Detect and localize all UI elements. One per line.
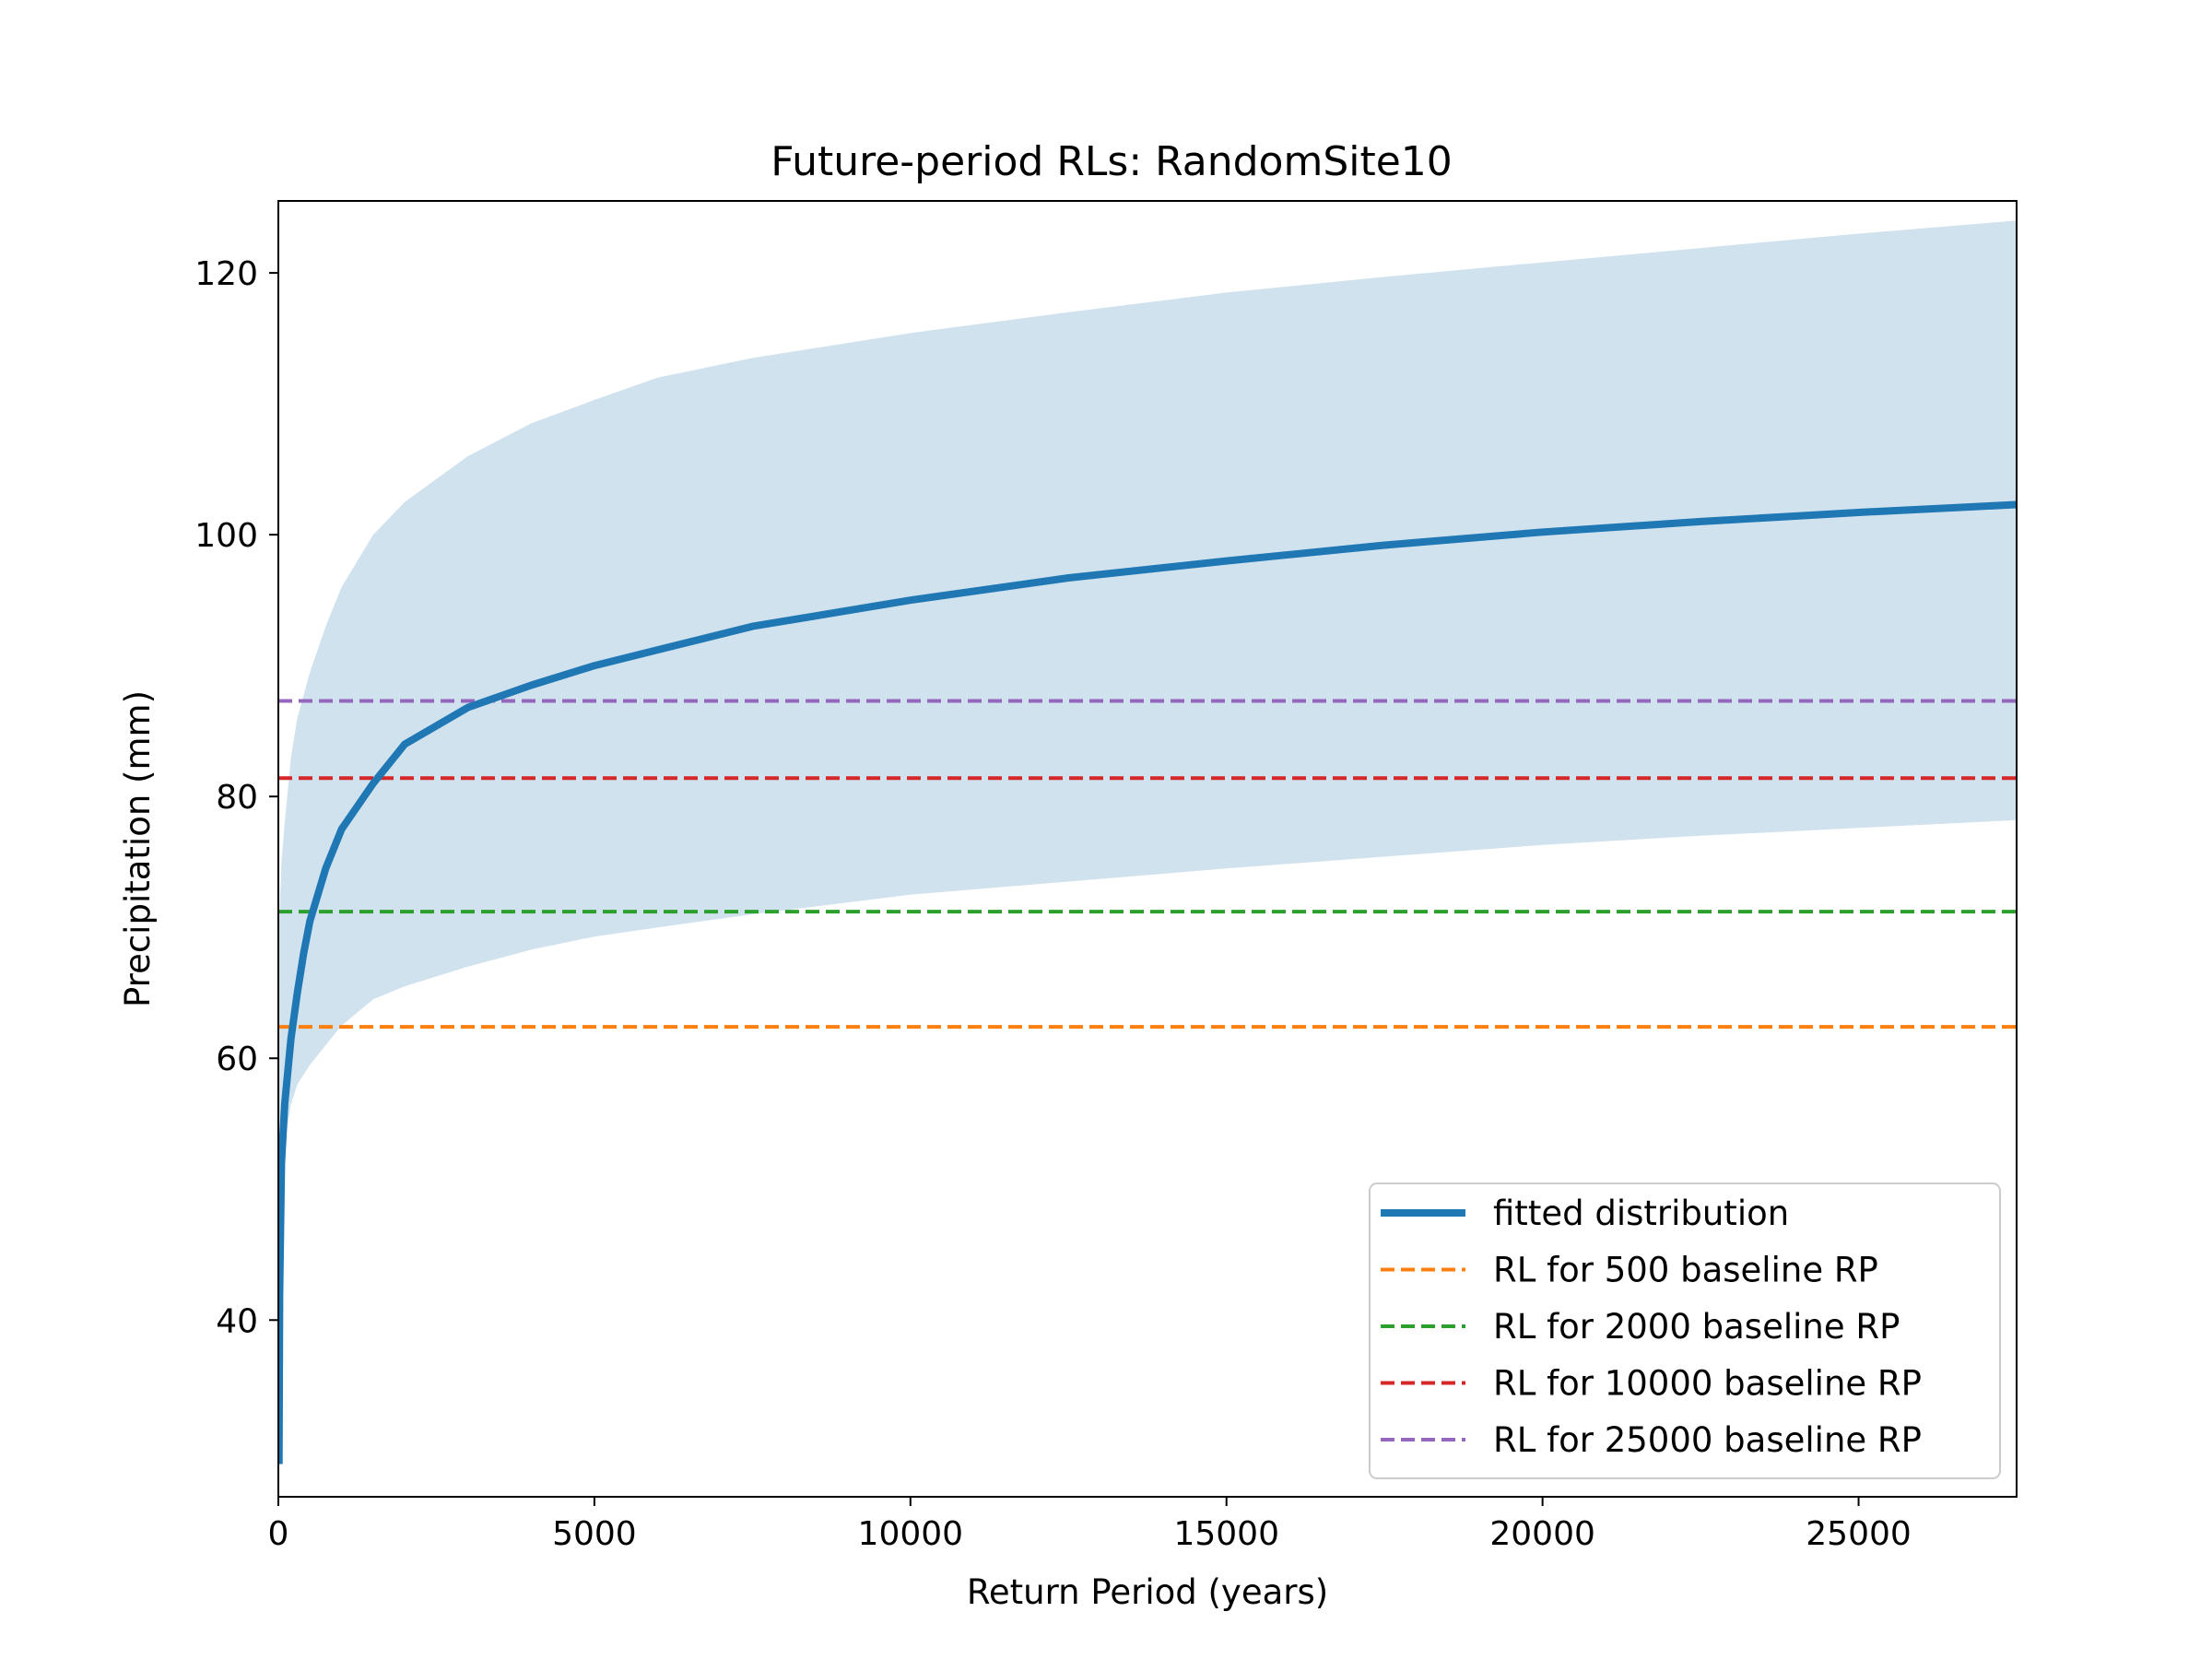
legend-label: RL for 25000 baseline RP (1493, 1420, 1922, 1460)
x-tick-label: 25000 (1806, 1515, 1912, 1553)
y-tick-label: 120 (194, 255, 258, 293)
legend-label: RL for 10000 baseline RP (1493, 1364, 1922, 1404)
y-tick-label: 80 (216, 779, 258, 817)
x-tick-label: 20000 (1489, 1515, 1595, 1553)
x-axis: 0 5000 10000 15000 20000 25000 (268, 1497, 1912, 1553)
legend-label: RL for 2000 baseline RP (1493, 1307, 1900, 1347)
x-axis-label: Return Period (years) (967, 1572, 1328, 1612)
confidence-band (278, 220, 2017, 1229)
x-tick-label: 10000 (858, 1515, 964, 1553)
band-layer (278, 220, 2017, 1229)
legend: fitted distribution RL for 500 baseline R… (1369, 1182, 2001, 1479)
x-tick-label: 0 (268, 1515, 289, 1553)
y-tick-label: 100 (194, 517, 258, 555)
y-tick-label: 40 (216, 1302, 258, 1340)
y-axis: 40 60 80 100 120 (194, 255, 278, 1340)
x-tick-label: 5000 (552, 1515, 637, 1553)
reference-lines (278, 699, 2017, 1030)
plot-frame (277, 200, 2018, 1498)
fit-layer (278, 500, 2017, 1465)
plot-area (277, 200, 2018, 1498)
y-axis-label: Precipitation (mm) (118, 690, 158, 1007)
chart-title: Future-period RLs: RandomSite10 (771, 138, 1453, 185)
y-tick-label: 60 (216, 1041, 258, 1078)
legend-label: fitted distribution (1493, 1194, 1789, 1233)
fitted-distribution-line (278, 500, 2017, 1465)
legend-box (1369, 1182, 2001, 1479)
x-tick-label: 15000 (1173, 1515, 1279, 1553)
legend-label: RL for 500 baseline RP (1493, 1251, 1878, 1290)
